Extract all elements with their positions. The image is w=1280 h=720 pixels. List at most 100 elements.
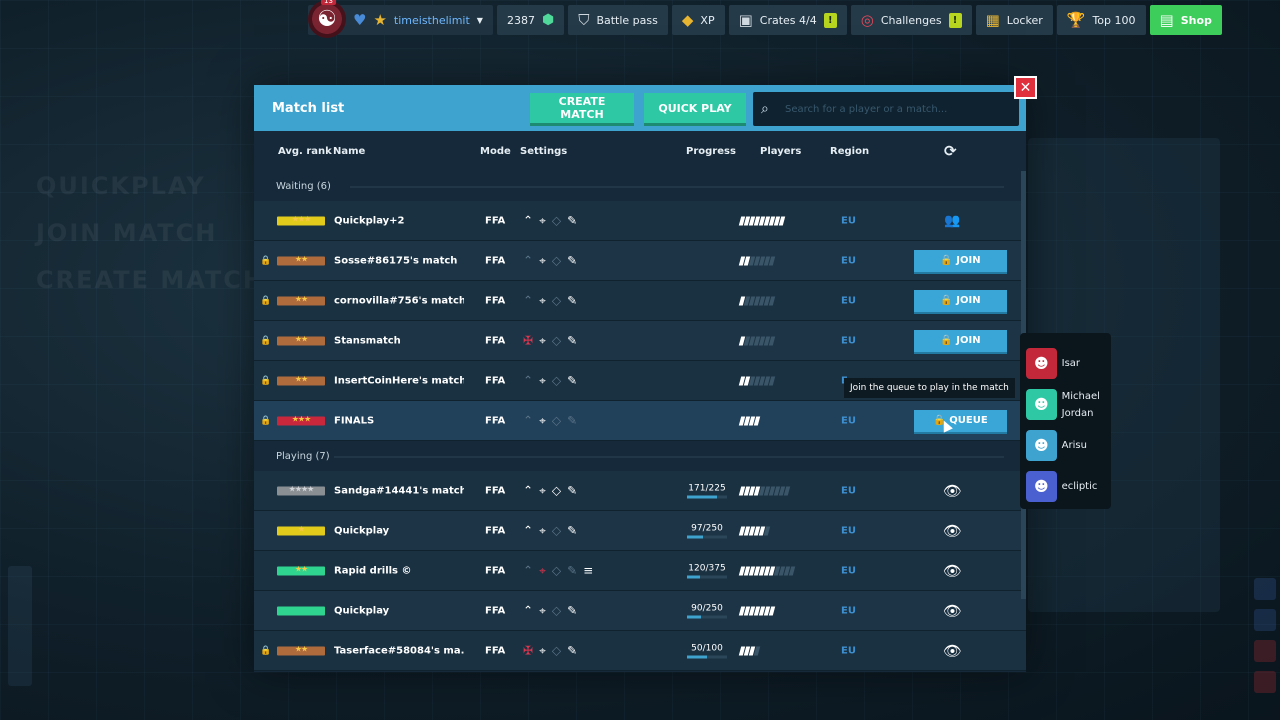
spectate-eye-icon[interactable]: 👁 <box>943 561 963 580</box>
coins-display: 2387 ⬢ <box>496 5 565 35</box>
spectate-eye-icon[interactable]: 👁 <box>943 641 963 660</box>
playing-list: ★★★★ Sandga#14441's match FFA ⌃ ⌖ ◇ ✎ 171/225 EU… <box>254 471 1026 671</box>
close-icon[interactable]: ✕ <box>1014 76 1037 99</box>
setting-icon: ⌖ <box>539 213 546 227</box>
match-mode: FFA <box>485 565 506 576</box>
challenges-button[interactable]: ◎ Challenges ! <box>850 5 972 35</box>
setting-icon: ⌃ <box>523 523 534 537</box>
playing-section-label: Playing (7) <box>254 441 1026 471</box>
quick-play-button[interactable]: QUICK PLAY <box>644 93 746 123</box>
target-icon: ◎ <box>860 11 874 29</box>
setting-icon: ⌖ <box>539 413 546 427</box>
create-match-button[interactable]: CREATE MATCH <box>530 93 634 123</box>
lock-icon: 🔒 <box>260 295 272 306</box>
player-level: 13 <box>321 0 336 5</box>
join-button[interactable]: 🔒 JOIN <box>914 289 1007 312</box>
match-region: EU <box>841 565 856 576</box>
dialog-header: Match list CREATE MATCH QUICK PLAY ⌕ <box>254 85 1026 131</box>
match-name: Rapid drills © <box>334 565 412 576</box>
players-bar <box>738 646 761 655</box>
match-progress: 50/100 <box>687 643 727 658</box>
battle-pass-button[interactable]: ⛉ Battle pass <box>568 5 668 35</box>
join-button[interactable]: 🔒 JOIN <box>914 249 1007 272</box>
top100-button[interactable]: 🏆 Top 100 <box>1056 5 1146 35</box>
match-name: Taserface#58084's ma... <box>334 645 464 656</box>
col-avg-rank[interactable]: Avg. rank <box>278 145 332 157</box>
setting-icon: ⌃ <box>523 563 534 577</box>
setting-icon: ✎ <box>567 293 578 307</box>
rank-badge: ★★ <box>277 564 325 575</box>
waiting-label: Waiting (6) <box>276 180 331 192</box>
battle-pass-label: Battle pass <box>596 13 658 27</box>
lock-icon: 🔒 <box>260 415 272 426</box>
locker-label: Locker <box>1006 13 1043 27</box>
locker-button[interactable]: ▦ Locker <box>975 5 1053 35</box>
players-bar <box>738 486 791 495</box>
shop-button[interactable]: ▤ Shop <box>1149 5 1222 35</box>
table-row[interactable]: 🔒 ★★ Stansmatch FFA ✠ ⌖ ◇ ✎ EU 🔒 JOIN <box>254 321 1026 361</box>
refresh-icon[interactable]: ⟳ <box>944 142 957 160</box>
match-mode: FFA <box>485 415 506 426</box>
rank-badge: ★★ <box>277 254 325 265</box>
match-region: EU <box>841 255 856 266</box>
match-region: EU <box>841 215 856 226</box>
table-row[interactable]: Quickplay FFA ⌃ ⌖ ◇ ✎ 90/250 EU 👁 <box>254 591 1026 631</box>
queue-player-name: Arisu <box>1061 440 1087 451</box>
setting-icon: ◇ <box>551 563 562 577</box>
players-bar <box>738 256 776 265</box>
progress-text: 50/100 <box>691 643 723 653</box>
table-row[interactable]: 🔒 ★★ Sosse#86175's match FFA ⌃ ⌖ ◇ ✎ EU 🔒 JOIN <box>254 241 1026 281</box>
search-icon: ⌕ <box>761 101 769 117</box>
col-region[interactable]: Region <box>830 145 870 157</box>
setting-icon: ◇ <box>551 293 562 307</box>
table-row[interactable]: 🔒 ★★ Taserface#58084's ma... FFA ✠ ⌖ ◇ ✎ 50/100 E… <box>254 631 1026 671</box>
match-settings: ⌃ ⌖ ◇ ✎ ≡ <box>523 563 593 578</box>
table-row[interactable]: ★★★★ Sandga#14441's match FFA ⌃ ⌖ ◇ ✎ 171/225 EU… <box>254 471 1026 511</box>
shield-icon: ⛉ <box>578 11 590 29</box>
gem-icon: ⬢ <box>541 12 555 28</box>
crates-button[interactable]: ▣ Crates 4/4 ! <box>728 5 847 35</box>
search-input[interactable] <box>785 103 1013 115</box>
rank-badge: ★★ <box>277 644 325 655</box>
spectate-eye-icon[interactable]: 👁 <box>943 601 963 620</box>
match-settings: ⌃ ⌖ ◇ ✎ <box>523 213 577 228</box>
match-progress: 97/250 <box>687 523 727 538</box>
match-settings: ✠ ⌖ ◇ ✎ <box>523 333 577 348</box>
queue-players-popup: ☻ Isar ☻ Michael Jordan ☻ Arisu ☻ ecliptic <box>1020 333 1111 509</box>
table-row[interactable]: 🔒 ★★ cornovilla#756's match FFA ⌃ ⌖ ◇ ✎ EU 🔒 JOIN <box>254 281 1026 321</box>
players-bar <box>738 376 776 385</box>
match-region: EU <box>841 485 856 496</box>
player-profile[interactable]: ☯ 13 ♥ ★ timeisthelimit ▼ <box>308 0 493 38</box>
setting-icon: ⌖ <box>539 333 546 347</box>
col-mode[interactable]: Mode <box>480 145 511 157</box>
table-row[interactable]: 🔒 ★★★ FINALS FFA ⌃ ⌖ ◇ ✎ EU 🔒 QUEUE <box>254 401 1026 441</box>
table-row[interactable]: ★ Quickplay FFA ⌃ ⌖ ◇ ✎ 97/250 EU 👁 <box>254 511 1026 551</box>
spectate-eye-icon[interactable]: 👁 <box>943 481 963 500</box>
queue-player-item: ☻ Arisu <box>1026 425 1111 466</box>
coins-count: 2387 <box>506 13 535 27</box>
progress-text: 97/250 <box>691 523 723 533</box>
challenges-label: Challenges <box>880 13 942 27</box>
spectate-eye-icon[interactable]: 👁 <box>943 521 963 540</box>
setting-icon: ✎ <box>567 333 578 347</box>
setting-icon: ⌖ <box>539 523 546 537</box>
table-row[interactable]: ★★★ Quickplay+2 FFA ⌃ ⌖ ◇ ✎ EU 👥 <box>254 201 1026 241</box>
table-row[interactable]: ★★ Rapid drills © FFA ⌃ ⌖ ◇ ✎ ≡ 120/375 EU 👁 <box>254 551 1026 591</box>
match-settings: ⌃ ⌖ ◇ ✎ <box>523 603 577 618</box>
match-region: EU <box>841 605 856 616</box>
background-menu: QUICKPLAY JOIN MATCH CREATE MATCH <box>36 172 265 313</box>
match-progress: 90/250 <box>687 603 727 618</box>
match-name: Sosse#86175's match <box>334 255 458 266</box>
col-players[interactable]: Players <box>760 145 802 157</box>
setting-icon: ⌃ <box>523 603 534 617</box>
col-progress[interactable]: Progress <box>686 145 736 157</box>
queue-button[interactable]: 🔒 QUEUE <box>914 409 1007 432</box>
col-name[interactable]: Name <box>333 145 366 157</box>
match-name: InsertCoinHere's match <box>334 375 464 386</box>
join-button[interactable]: 🔒 JOIN <box>914 329 1007 352</box>
top-bar: ☯ 13 ♥ ★ timeisthelimit ▼ 2387 ⬢ ⛉ Battle… <box>308 0 1222 38</box>
xp-button[interactable]: ◆ XP <box>671 5 725 35</box>
players-bar <box>738 526 771 535</box>
queue-player-item: ☻ Michael Jordan <box>1026 384 1111 425</box>
setting-icon: ✎ <box>567 603 578 617</box>
